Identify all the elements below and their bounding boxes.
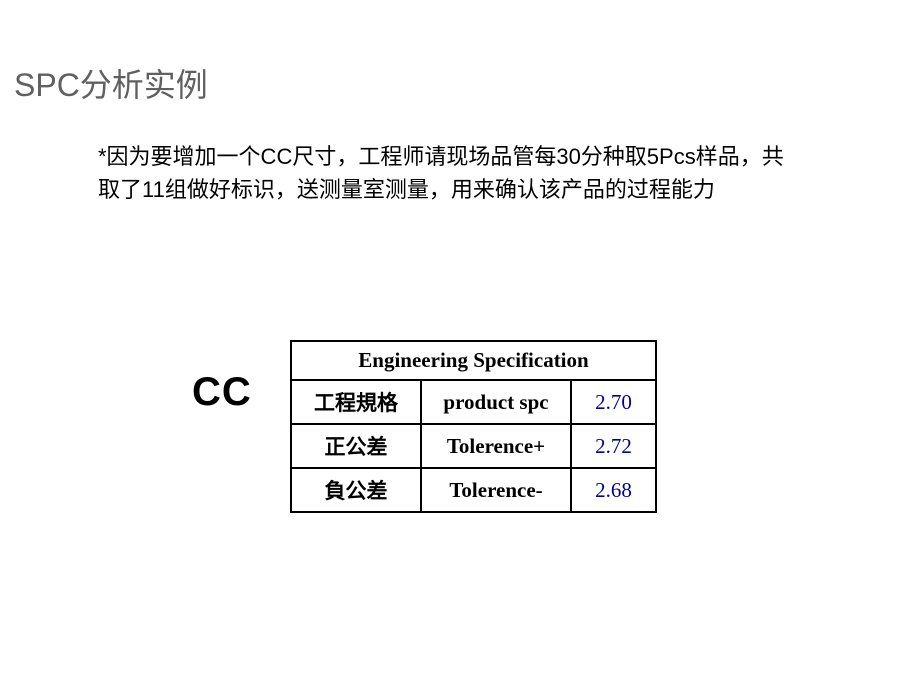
cell-value: 2.68 — [571, 468, 656, 512]
table-row: 正公差 Tolerence+ 2.72 — [291, 424, 656, 468]
cell-cn-label: 負公差 — [291, 468, 421, 512]
cell-en-label: product spc — [421, 380, 571, 424]
body-paragraph: *因为要增加一个CC尺寸，工程师请现场品管每30分种取5Pcs样品，共取了11组… — [98, 140, 788, 206]
cell-value: 2.72 — [571, 424, 656, 468]
cell-cn-label: 正公差 — [291, 424, 421, 468]
slide-title: SPC分析实例 — [14, 60, 208, 106]
cell-cn-label: 工程規格 — [291, 380, 421, 424]
cell-en-label: Tolerence- — [421, 468, 571, 512]
cell-en-label: Tolerence+ — [421, 424, 571, 468]
cc-label: CC — [192, 370, 252, 415]
table-row: 負公差 Tolerence- 2.68 — [291, 468, 656, 512]
table-row: 工程規格 product spc 2.70 — [291, 380, 656, 424]
cell-value: 2.70 — [571, 380, 656, 424]
table-header: Engineering Specification — [291, 341, 656, 380]
spec-table: Engineering Specification 工程規格 product s… — [290, 340, 657, 513]
table-header-row: Engineering Specification — [291, 341, 656, 380]
